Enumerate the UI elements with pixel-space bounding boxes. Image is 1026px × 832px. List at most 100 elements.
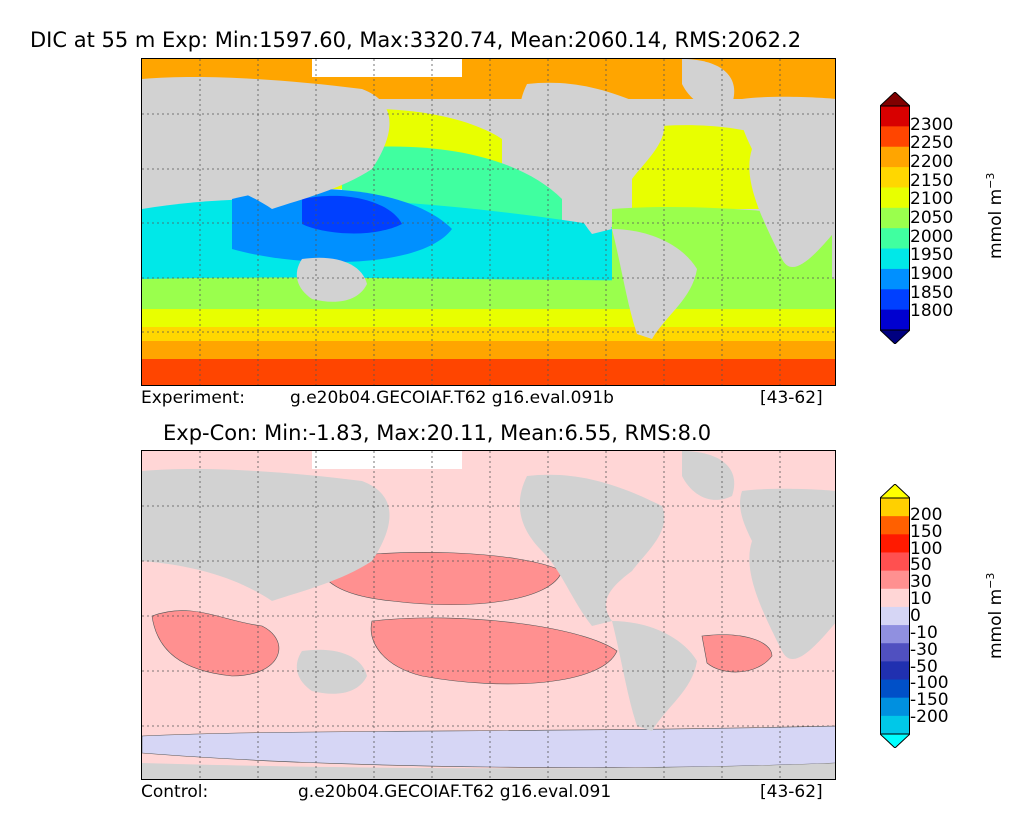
- land-antarctica-b: [142, 763, 835, 779]
- anomaly-indian: [151, 610, 280, 677]
- bottom-colorbar-segment: [880, 679, 910, 699]
- top-map: [141, 58, 836, 386]
- top-colorbar-segment: [880, 228, 910, 250]
- top-colorbar: [878, 91, 912, 345]
- bottom-colorbar-extend-max: [878, 483, 912, 499]
- bottom-colorbar-ticks: 200 150 100 50 30 10 0 -10 -30 -50 -100 -150 -200: [910, 484, 970, 748]
- top-colorbar-svg: [878, 91, 912, 345]
- bottom-colorbar-tick-label: 200: [910, 504, 943, 525]
- top-colorbar-tick-label: 2300: [910, 114, 954, 135]
- land-eurasia-b: [142, 469, 390, 601]
- top-colorbar-tick-label: 1850: [910, 282, 954, 303]
- bottom-colorbar-tick-label: -30: [910, 639, 938, 660]
- top-colorbar-extend-min: [878, 329, 912, 345]
- bottom-panel-title: Exp-Con: Min:-1.83, Max:20.11, Mean:6.55…: [163, 421, 712, 445]
- top-colorbar-tick-label: 1800: [910, 301, 954, 322]
- land-europe-africa: [740, 96, 835, 268]
- arctic-ice-white-b: [312, 451, 462, 469]
- land-europe-africa-b: [740, 488, 835, 660]
- top-colorbar-segment: [880, 126, 910, 148]
- top-caption-label: Experiment:: [141, 388, 245, 408]
- top-colorbar-segment: [880, 309, 910, 331]
- ocean-warm-pool-darkblue: [302, 195, 402, 234]
- top-colorbar-segment: [880, 106, 910, 127]
- top-colorbar-tick-label: 2150: [910, 170, 954, 191]
- land-eurasia: [142, 77, 390, 209]
- bottom-colorbar-tick-label: 0: [910, 606, 921, 626]
- top-colorbar-segment: [880, 248, 910, 270]
- bottom-colorbar-segment: [880, 498, 910, 517]
- anomaly-north-pacific: [321, 551, 563, 605]
- bottom-colorbar-segment: [880, 552, 910, 572]
- land-greenland-b: [682, 451, 735, 500]
- anomaly-equatorial-pacific: [370, 617, 618, 685]
- bottom-caption-case: g.e20b04.GECOIAF.T62 g16.eval.091: [298, 782, 612, 802]
- bottom-colorbar-tick-label: -100: [910, 673, 949, 694]
- ocean-south-orange: [142, 341, 835, 359]
- bottom-colorbar-unit: mmol m−3: [984, 561, 1006, 671]
- land-australia-b: [296, 649, 367, 694]
- top-colorbar-tick-label: 1950: [910, 245, 954, 266]
- bottom-colorbar-segment: [880, 570, 910, 590]
- land-south-america-b: [612, 621, 697, 731]
- arctic-ice-white: [312, 59, 462, 77]
- land-greenland: [682, 59, 735, 108]
- bottom-colorbar-tick-label: -50: [910, 656, 938, 677]
- ocean-south-yellow: [142, 309, 835, 327]
- bottom-colorbar-segment: [880, 715, 910, 735]
- top-colorbar-tick-label: 2200: [910, 152, 954, 172]
- top-unit-exponent: −3: [984, 172, 998, 189]
- top-caption-years: [43-62]: [760, 388, 823, 408]
- bottom-colorbar-segment: [880, 661, 910, 681]
- bottom-unit-exponent: −3: [984, 572, 998, 589]
- land-north-america: [519, 82, 665, 234]
- top-colorbar-segment: [880, 268, 910, 290]
- bottom-colorbar-tick-label: -10: [910, 622, 938, 643]
- bottom-colorbar-segment: [880, 534, 910, 553]
- bottom-colorbar-segment: [880, 697, 910, 717]
- bottom-map-svg: [142, 451, 835, 779]
- bottom-colorbar-tick-label: 100: [910, 538, 943, 559]
- bottom-caption-years: [43-62]: [760, 782, 823, 802]
- ocean-south-gold: [142, 327, 835, 341]
- land-north-america-b: [519, 474, 665, 626]
- top-unit-text: mmol m: [985, 188, 1006, 260]
- bottom-unit-text: mmol m: [985, 588, 1006, 660]
- anomaly-south-negative: [142, 725, 835, 768]
- top-colorbar-extend-max: [878, 91, 912, 107]
- top-colorbar-tick-label: 2100: [910, 189, 954, 210]
- top-colorbar-segment: [880, 167, 910, 188]
- bottom-colorbar-tick-label: -200: [910, 707, 949, 728]
- bottom-colorbar-extend-min: [878, 733, 912, 749]
- top-colorbar-tick-label: 2000: [910, 226, 954, 247]
- top-colorbar-tick-label: 1900: [910, 264, 954, 284]
- top-panel-title: DIC at 55 m Exp: Min:1597.60, Max:3320.7…: [30, 28, 802, 52]
- bottom-colorbar-segment: [880, 643, 910, 662]
- top-colorbar-segment: [880, 289, 910, 311]
- land-australia: [296, 257, 367, 302]
- bottom-colorbar-segment: [880, 606, 910, 626]
- graticule-b: [142, 451, 835, 779]
- graticule: [142, 59, 835, 385]
- top-colorbar-tick-label: 2050: [910, 208, 954, 228]
- top-map-svg: [142, 59, 835, 385]
- bottom-colorbar-tick-label: -150: [910, 690, 949, 711]
- bottom-caption-label: Control:: [141, 782, 209, 802]
- top-colorbar-tick-label: 2250: [910, 133, 954, 154]
- bottom-colorbar-svg: [878, 483, 912, 749]
- top-caption-case: g.e20b04.GECOIAF.T62 g16.eval.091b: [290, 388, 614, 408]
- bottom-colorbar-segment: [880, 625, 910, 644]
- bottom-colorbar: [878, 483, 912, 749]
- bottom-colorbar-tick-label: 30: [910, 572, 932, 593]
- bottom-colorbar-segment: [880, 516, 910, 535]
- top-colorbar-segment: [880, 187, 910, 209]
- bottom-colorbar-tick-label: 150: [910, 521, 943, 542]
- top-colorbar-unit: mmol m−3: [984, 161, 1006, 271]
- bottom-colorbar-tick-label: 50: [910, 555, 932, 576]
- bottom-colorbar-tick-label: 10: [910, 589, 932, 610]
- top-colorbar-segment: [880, 207, 910, 229]
- anomaly-atlantic: [701, 634, 773, 673]
- top-colorbar-segment: [880, 146, 910, 168]
- bottom-map: [141, 450, 836, 780]
- top-colorbar-ticks: 2300 2250 2200 2150 2100 2050 2000 1950 1900 1850…: [910, 92, 970, 344]
